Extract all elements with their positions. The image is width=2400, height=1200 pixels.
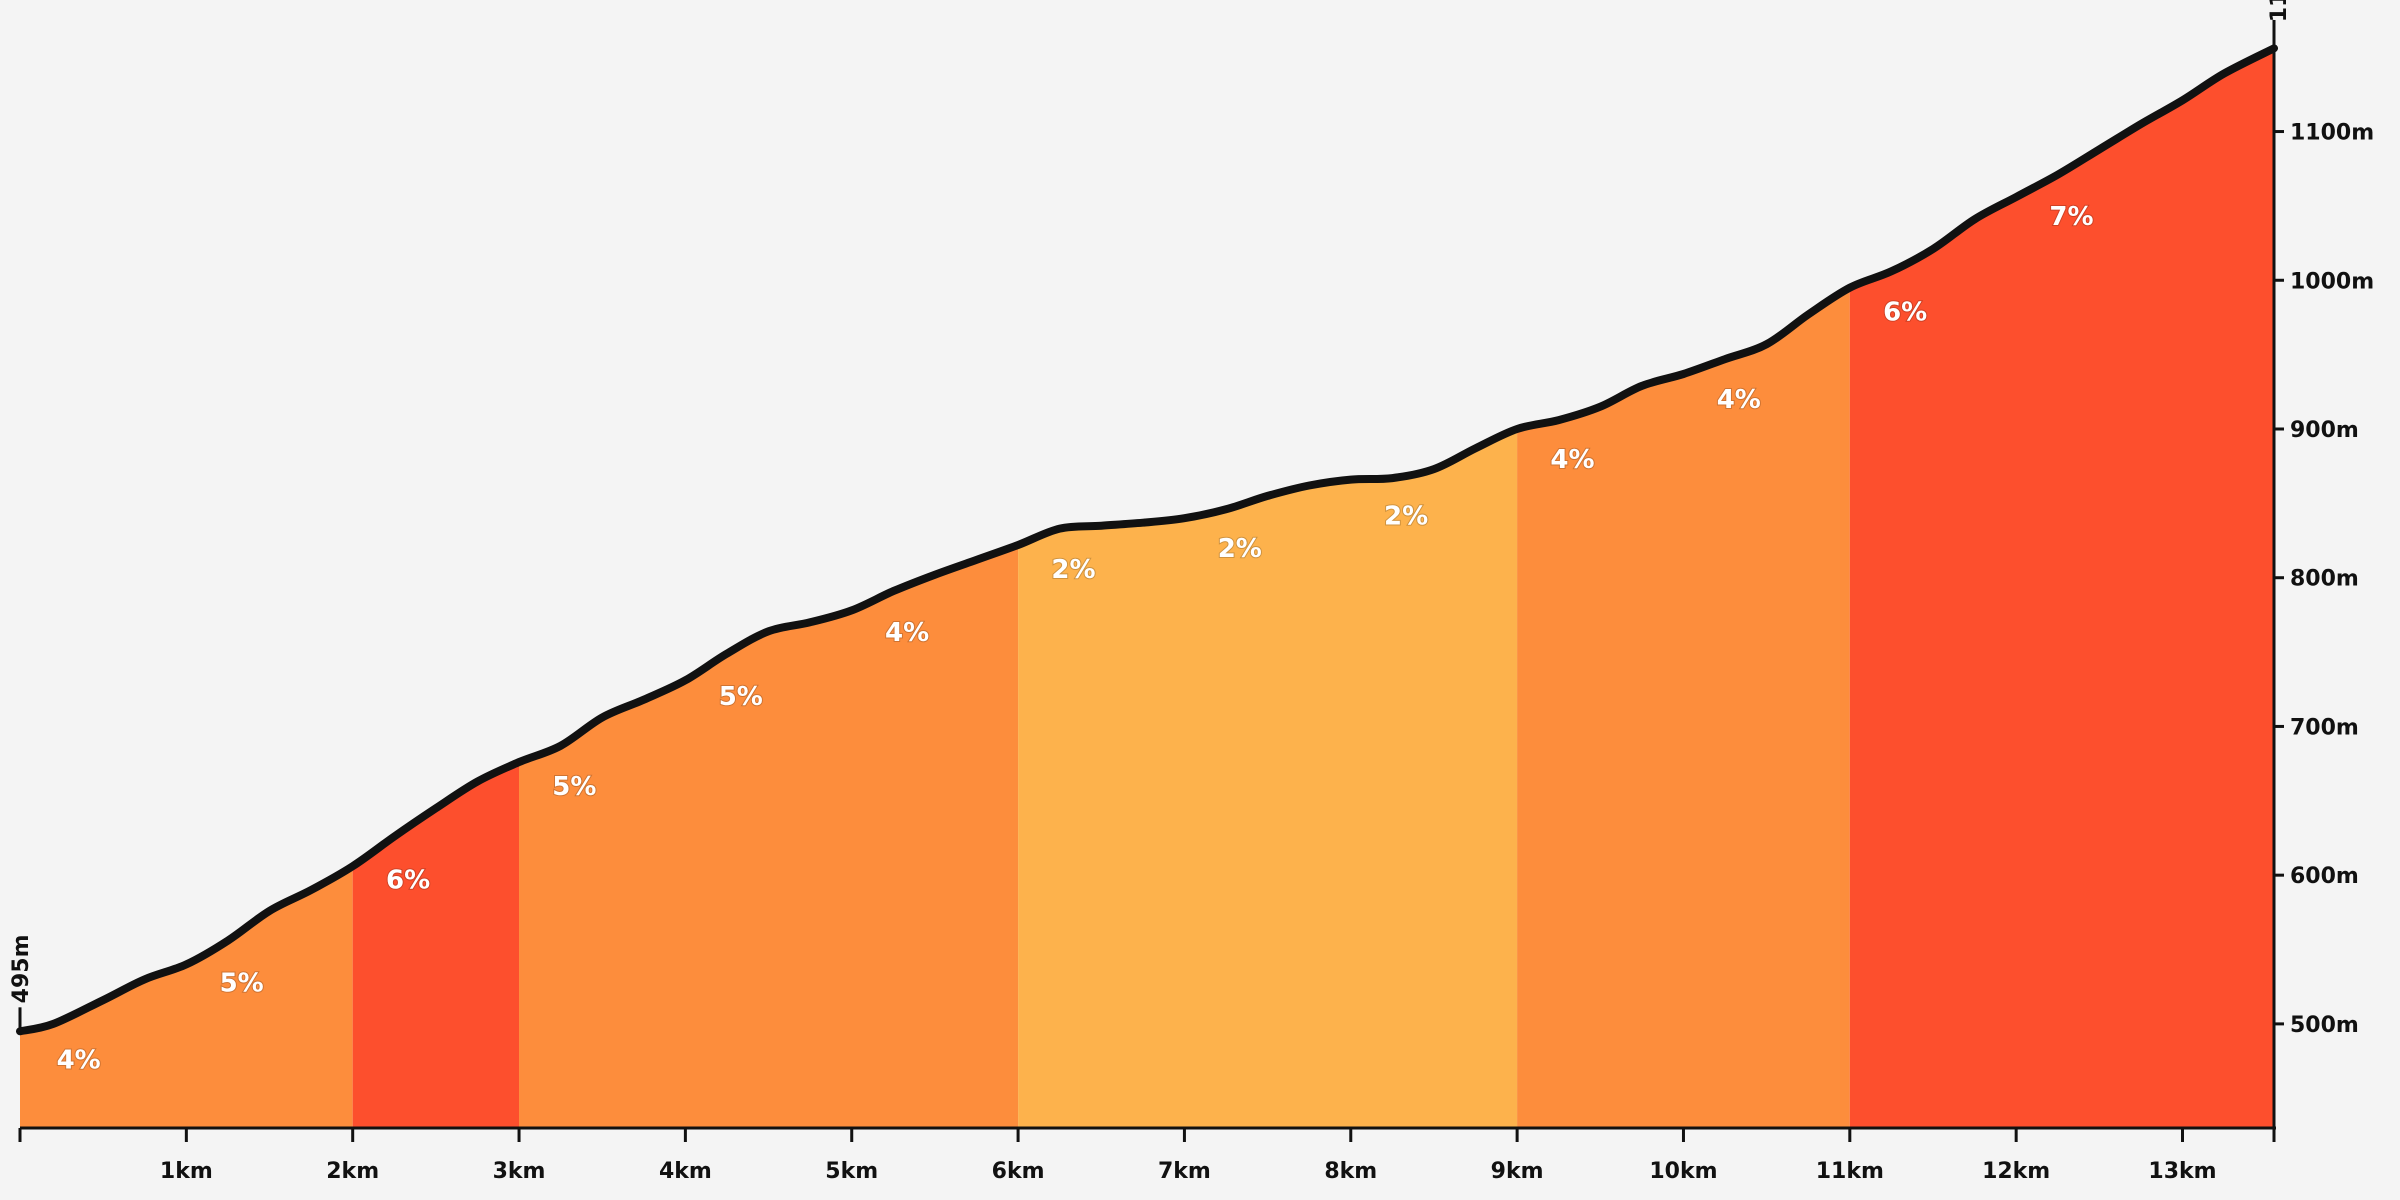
grade-label-4-1: 2% (1051, 555, 1095, 585)
x-tick-label-7: 7km (1158, 1159, 1211, 1184)
elevation-line-group (16, 44, 2278, 1036)
elevation-line (16, 44, 2278, 1036)
x-tick-label-12: 12km (1982, 1159, 2050, 1184)
grade-label-5-2: 4% (1717, 385, 1761, 415)
x-tick-label-6: 6km (992, 1159, 1045, 1184)
y-tick-label-6: 1000m (2290, 269, 2374, 294)
grade-label-3-2: 5% (719, 682, 763, 712)
grade-segment-3 (519, 545, 1019, 1128)
grade-label-6-1: 6% (1883, 298, 1927, 328)
y-tick-label-7: 1100m (2290, 121, 2374, 146)
y-axis: 500m 600m 700m 800m 900m 1000m 1100m (2272, 20, 2374, 1128)
x-tick-label-8: 8km (1324, 1159, 1377, 1184)
x-tick-label-10: 10km (1649, 1159, 1717, 1184)
start-elevation-label: 495m (9, 934, 34, 1003)
end-elevation-label: 1156m (2267, 0, 2292, 22)
grade-label-6-2: 7% (2049, 202, 2093, 232)
grade-label-3-3: 4% (885, 618, 929, 648)
x-tick-label-2: 2km (326, 1159, 379, 1184)
y-tick-label-1: 500m (2290, 1013, 2359, 1038)
y-tick-label-2: 600m (2290, 864, 2359, 889)
grade-label-3-1: 5% (552, 772, 596, 802)
grade-label-2-1: 6% (386, 865, 430, 895)
y-tick-label-4: 800m (2290, 567, 2359, 592)
grade-label-5-1: 4% (1550, 445, 1594, 475)
grade-segment-2 (352, 762, 519, 1128)
x-axis: 1km 2km 3km 4km 5km 6km 7km 8km 9km 10km 11km 12km 1… (18, 1126, 2276, 1184)
grade-label-1-2: 5% (220, 968, 264, 998)
grade-labels: 4% 5% 6% 5% 5% 4% 2% 2% 2% 4% 4% 6% 7% (56, 201, 2095, 1076)
x-tick-label-13: 13km (2148, 1159, 2216, 1184)
y-tick-label-3: 700m (2290, 715, 2359, 740)
x-tick-label-4: 4km (659, 1159, 712, 1184)
x-tick-label-9: 9km (1491, 1159, 1544, 1184)
grade-segments (20, 48, 2274, 1128)
grade-label-1-1: 4% (57, 1045, 101, 1075)
x-tick-label-3: 3km (493, 1159, 546, 1184)
grade-segment-6 (1849, 48, 2274, 1128)
x-tick-label-11: 11km (1816, 1159, 1884, 1184)
grade-segment-5 (1517, 287, 1850, 1128)
x-tick-label-5: 5km (825, 1159, 878, 1184)
y-tick-label-5: 900m (2290, 418, 2359, 443)
grade-label-4-2: 2% (1218, 534, 1262, 564)
x-tick-label-1: 1km (160, 1159, 213, 1184)
grade-label-4-3: 2% (1384, 501, 1428, 531)
grade-segment-1 (20, 866, 353, 1128)
endpoint-labels: 495m 1156m (9, 0, 2292, 1032)
grade-segment-4 (1018, 429, 1518, 1128)
